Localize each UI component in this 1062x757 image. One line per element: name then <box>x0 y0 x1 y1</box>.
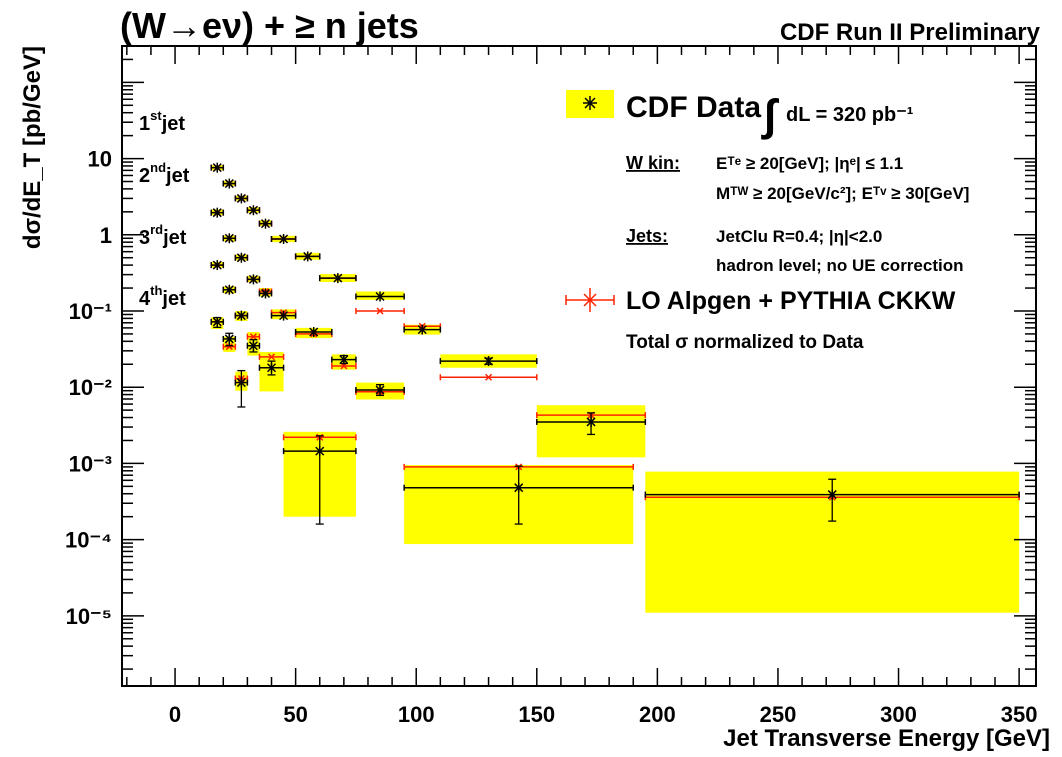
data-points-layer <box>210 162 1020 525</box>
mc-marker <box>225 343 233 351</box>
y-tick-label: 10 <box>88 147 112 172</box>
chart-title: (W→eν) + ≥ n jets <box>120 5 419 46</box>
x-tick-label: 50 <box>283 702 307 727</box>
legend-mc-label: LO Alpgen + PYTHIA CKKW <box>626 287 956 315</box>
y-tick-label: 10⁻⁴ <box>65 528 112 553</box>
x-tick-label: 150 <box>518 702 555 727</box>
mc-marker <box>249 333 257 341</box>
axes: 0 50 100 150 200 250 300 350 10⁻⁵ 10⁻⁴ 10⁻³ 10⁻² 10⁻… <box>65 45 1038 727</box>
legend-mc-marker <box>565 288 615 312</box>
mc-marker <box>267 353 276 361</box>
y-tick-label: 10⁻¹ <box>69 299 112 324</box>
jet-labels: 1stjet 2ndjet 3rdjet 4thjet <box>139 108 190 310</box>
x-tick-label: 350 <box>1001 702 1038 727</box>
jet-label-1st: 1stjet <box>139 108 185 135</box>
legend: CDF Data ∫ dL = 320 pb⁻¹ W kin: Eᵀᵉ ≥ 20… <box>565 90 969 353</box>
x-tick-label: 100 <box>398 702 435 727</box>
chart-subtitle: CDF Run II Preliminary <box>780 19 1041 46</box>
legend-wkin-line1: Eᵀᵉ ≥ 20[GeV]; |ηᵉ| ≤ 1.1 <box>716 154 903 173</box>
legend-lumi-text: dL = 320 pb⁻¹ <box>786 104 914 126</box>
mc-marker <box>485 373 493 381</box>
plot-frame <box>121 45 1037 687</box>
jet-label-4th: 4thjet <box>139 283 186 310</box>
x-tick-label: 200 <box>639 702 676 727</box>
y-tick-label: 10⁻³ <box>69 451 112 476</box>
legend-wkin-label: W kin: <box>626 153 680 173</box>
uncertainty-bands <box>211 165 1020 613</box>
jet-label-2nd: 2ndjet <box>139 160 190 187</box>
legend-data-label: CDF Data <box>626 91 761 124</box>
legend-data-marker <box>583 96 597 110</box>
x-axis-label: Jet Transverse Energy [GeV] <box>723 725 1050 752</box>
x-tick-label: 250 <box>760 702 797 727</box>
legend-norm-label: Total σ normalized to Data <box>626 332 864 353</box>
y-tick-label: 10⁻² <box>69 375 112 400</box>
y-tick-label: 10⁻⁵ <box>66 604 112 629</box>
legend-jets-line1: JetClu R=0.4; |η|<2.0 <box>716 227 882 246</box>
x-tick-label: 300 <box>880 702 917 727</box>
legend-jets-line2: hadron level; no UE correction <box>716 256 964 275</box>
jet-label-3rd: 3rdjet <box>139 222 187 249</box>
legend-jets-label: Jets: <box>626 226 668 246</box>
y-axis-label: dσ/dE_T [pb/GeV] <box>19 46 46 249</box>
legend-wkin-line2: Mᵀᵂ ≥ 20[GeV/c²]; Eᵀᵛ ≥ 30[GeV] <box>716 184 969 203</box>
mc-marker <box>376 307 384 315</box>
legend-lumi-integral: ∫ <box>761 91 780 140</box>
y-tick-label: 1 <box>100 223 112 248</box>
x-tick-label: 0 <box>169 702 181 727</box>
